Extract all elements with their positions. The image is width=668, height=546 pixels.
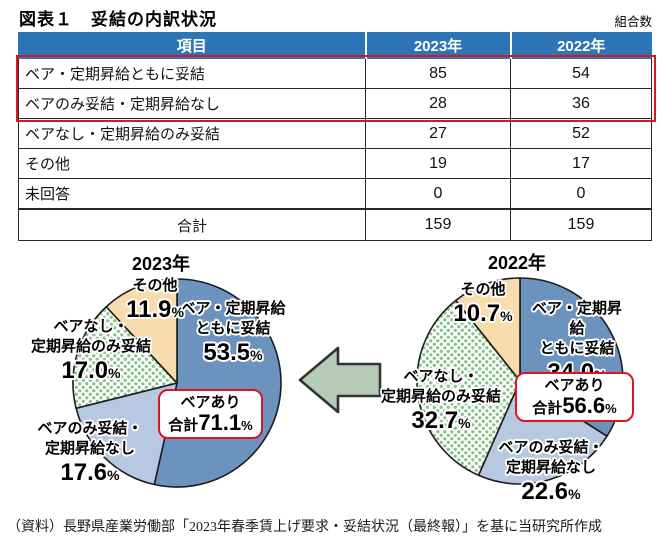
table-row: 未回答 0 0	[18, 178, 652, 210]
cell-label: その他	[18, 148, 366, 179]
cell-value-2022: 54	[510, 58, 652, 89]
cell-value-2022: 159	[510, 208, 652, 241]
slice-percent: 53.5%	[203, 339, 263, 366]
cell-value-2023: 159	[365, 208, 511, 241]
slice-percent: 10.7%	[453, 300, 513, 327]
chart-title-2023: 2023年	[131, 254, 191, 274]
left-arrow-icon	[298, 346, 382, 414]
slice-label-text: その他	[460, 281, 506, 298]
slice-label-text: ベア・定期昇給 ともに妥結	[180, 300, 286, 337]
slice-percent: 17.0%	[61, 357, 121, 384]
table-row: ベア・定期昇給ともに妥結 85 54	[18, 58, 652, 89]
cell-label: ベアのみ妥結・定期昇給なし	[18, 88, 366, 119]
pie-slice	[75, 382, 178, 486]
cell-label: 未回答	[18, 178, 366, 210]
slice-percent: 17.6%	[60, 459, 120, 486]
callout-box-2023: ベアあり 合計71.1%	[158, 389, 263, 439]
slice-label: その他 11.9%	[126, 276, 184, 323]
slice-label: ベア・定期昇給 ともに妥結 34.0%	[532, 299, 623, 386]
cell-value-2023: 27	[365, 118, 511, 149]
header-cell-2023: 2023年	[364, 32, 511, 59]
header-cell-2022: 2022年	[509, 32, 652, 59]
slice-label-text: ベアなし・ 定期昇給のみ妥結	[30, 318, 152, 355]
unit-label: 組合数	[614, 15, 652, 29]
pie-slice	[477, 380, 608, 485]
slice-label-text: その他	[132, 277, 178, 294]
pie-slice	[416, 299, 521, 477]
slice-label: ベアのみ妥結・ 定期昇給なし 17.6%	[37, 419, 142, 486]
slice-label-text: ベアのみ妥結・ 定期昇給なし	[37, 420, 143, 457]
slice-label-text: ベアのみ妥結・ 定期昇給なし	[498, 439, 604, 476]
cell-value-2022: 36	[510, 88, 652, 119]
table-header-row: 項目 2023年 2022年	[18, 32, 652, 59]
table-total-row: 合計 159 159	[18, 208, 652, 241]
slice-percent: 22.6%	[521, 478, 581, 505]
cell-value-2023: 28	[365, 88, 511, 119]
callout-box-2022: ベアあり 合計56.6%	[515, 372, 634, 422]
cell-value-2023: 85	[365, 58, 511, 89]
cell-label: ベア・定期昇給ともに妥結	[18, 58, 366, 89]
slice-percent: 32.7%	[411, 407, 471, 434]
pie-slice	[105, 278, 178, 384]
cell-value-2022: 0	[510, 178, 652, 210]
slice-label: ベアなし・ 定期昇給のみ妥結 32.7%	[381, 367, 501, 434]
cell-label: 合計	[18, 208, 366, 241]
pie-slice	[455, 277, 521, 382]
cell-value-2023: 0	[365, 178, 511, 210]
header-cell-item: 項目	[18, 32, 366, 59]
slice-label-text: ベアなし・ 定期昇給のみ妥結	[380, 368, 502, 405]
cell-value-2023: 19	[365, 148, 511, 179]
slice-label-text: ベア・定期昇給 ともに妥結	[531, 300, 622, 357]
chart-title-2022: 2022年	[487, 253, 547, 273]
slice-label: ベアなし・ 定期昇給のみ妥結 17.0%	[31, 317, 151, 384]
slice-label: ベアのみ妥結・ 定期昇給なし 22.6%	[498, 438, 603, 505]
table-row: ベアなし・定期昇給のみ妥結 27 52	[18, 118, 652, 149]
slice-label: その他 10.7%	[453, 280, 512, 327]
slice-label: ベア・定期昇給 ともに妥結 53.5%	[180, 299, 285, 366]
table-row: その他 19 17	[18, 148, 652, 179]
cell-value-2022: 17	[510, 148, 652, 179]
page-title: 図表１ 妥結の内訳状況	[19, 10, 217, 29]
table-row: ベアのみ妥結・定期昇給なし 28 36	[18, 88, 652, 119]
source-note: （資料）長野県産業労働部「2023年春季賃上げ要求・妥結状況（最終報）」を基に当…	[7, 520, 602, 535]
settlement-table: 項目 2023年 2022年 ベア・定期昇給ともに妥結 85 54 ベアのみ妥結…	[18, 32, 652, 241]
cell-label: ベアなし・定期昇給のみ妥結	[18, 118, 366, 149]
pie-slice	[72, 305, 178, 410]
cell-value-2022: 52	[510, 118, 652, 149]
slice-percent: 11.9%	[126, 296, 184, 323]
